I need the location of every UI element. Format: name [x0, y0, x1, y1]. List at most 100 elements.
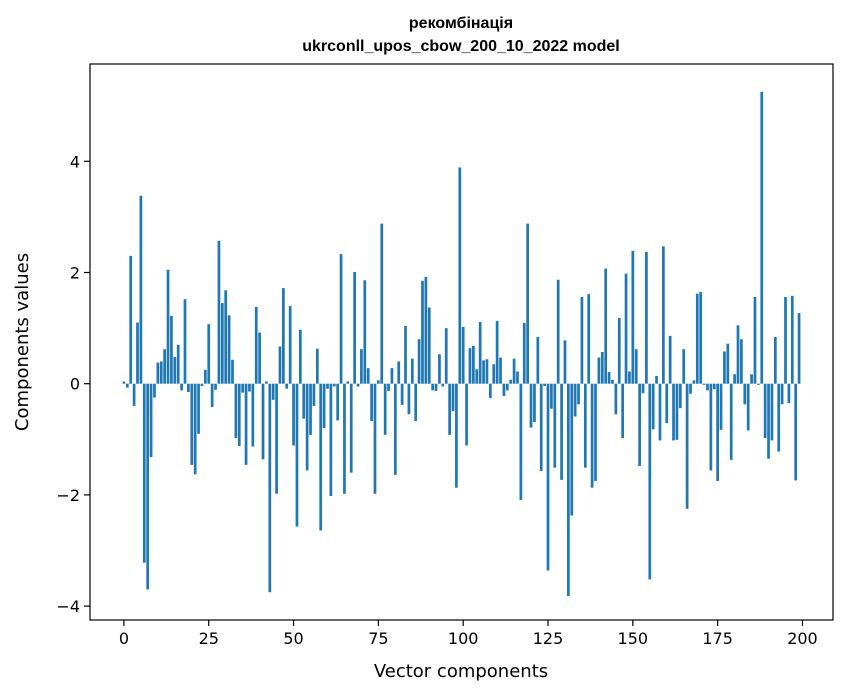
bar: [689, 383, 692, 394]
bar: [736, 325, 740, 384]
bar: [360, 349, 363, 384]
bar: [488, 383, 492, 399]
bar: [651, 383, 655, 430]
bar: [780, 383, 784, 405]
bar: [526, 223, 530, 384]
bar: [583, 383, 587, 468]
bar: [570, 383, 574, 516]
bar: [784, 296, 787, 384]
bar: [282, 288, 285, 384]
bar: [773, 337, 777, 384]
bar: [767, 383, 770, 459]
bar: [678, 383, 682, 409]
bar: [183, 299, 187, 384]
bar: [170, 315, 173, 384]
bar: [332, 383, 336, 387]
bar: [716, 383, 719, 481]
title-line-2: ukrconll_upos_cbow_200_10_2022 model: [302, 38, 619, 55]
bar: [594, 383, 597, 481]
bar: [621, 383, 625, 439]
bar: [529, 383, 533, 428]
bar: [305, 383, 309, 471]
bar: [387, 383, 390, 391]
bar: [628, 371, 631, 384]
bar: [139, 195, 143, 384]
bar: [787, 383, 791, 404]
bar: [421, 280, 424, 384]
bar: [288, 305, 292, 384]
bar: [438, 354, 441, 384]
bar: [312, 383, 316, 406]
bar: [298, 329, 302, 384]
bar: [672, 383, 675, 441]
bar: [407, 383, 411, 415]
bar: [132, 383, 136, 406]
bar: [740, 339, 743, 384]
bar: [353, 271, 356, 384]
y-axis-label: Components values: [12, 253, 33, 431]
bar: [173, 357, 177, 384]
y-tick-label: 2: [70, 264, 80, 283]
bar: [227, 315, 231, 384]
bar: [217, 240, 221, 384]
bar: [285, 383, 289, 389]
bar: [390, 368, 394, 384]
bar: [163, 349, 166, 384]
plot-frame: [89, 63, 834, 621]
bar: [315, 348, 319, 384]
bar: [482, 360, 485, 384]
bar: [231, 359, 234, 384]
bar: [729, 383, 733, 460]
bar: [417, 339, 421, 384]
bar: [604, 268, 608, 384]
bar: [271, 383, 275, 400]
bar: [363, 280, 367, 384]
bar: [431, 383, 435, 391]
bar: [699, 291, 703, 384]
bar: [343, 383, 346, 494]
bar: [533, 383, 536, 423]
bar: [478, 321, 482, 384]
bar: [753, 296, 757, 384]
bar: [336, 383, 340, 421]
bar: [556, 279, 560, 384]
y-axis-ticks: −4 −2 0 2 4: [56, 152, 90, 616]
bar: [600, 352, 604, 384]
bar: [349, 383, 353, 473]
bar: [465, 383, 468, 446]
bar: [400, 383, 404, 405]
bar: [448, 383, 451, 435]
bar: [797, 313, 801, 384]
bar: [295, 383, 299, 527]
bar: [125, 383, 129, 388]
bar: [712, 383, 716, 390]
bar: [265, 381, 268, 384]
bar: [393, 383, 397, 475]
bar: [590, 383, 594, 488]
bar: [472, 345, 475, 384]
bar: [607, 372, 611, 384]
bar: [546, 383, 550, 571]
bar: [383, 383, 387, 435]
y-tick-label: 0: [70, 375, 80, 394]
bar: [166, 269, 170, 384]
x-tick-label: 0: [119, 629, 129, 648]
bar: [560, 383, 563, 480]
bar: [746, 383, 750, 431]
bar: [153, 383, 156, 398]
bar: [505, 383, 509, 391]
bar: [176, 344, 180, 384]
bar: [475, 369, 479, 384]
bar: [220, 303, 224, 384]
bar: [258, 332, 261, 384]
bar: [763, 383, 767, 439]
bar: [366, 368, 370, 384]
bar: [794, 383, 798, 481]
x-tick-label: 150: [618, 629, 649, 648]
x-tick-label: 75: [368, 629, 388, 648]
bar: [329, 383, 333, 497]
bar: [346, 381, 350, 384]
bar: [645, 251, 648, 384]
bar: [339, 254, 343, 384]
bar: [292, 383, 295, 446]
